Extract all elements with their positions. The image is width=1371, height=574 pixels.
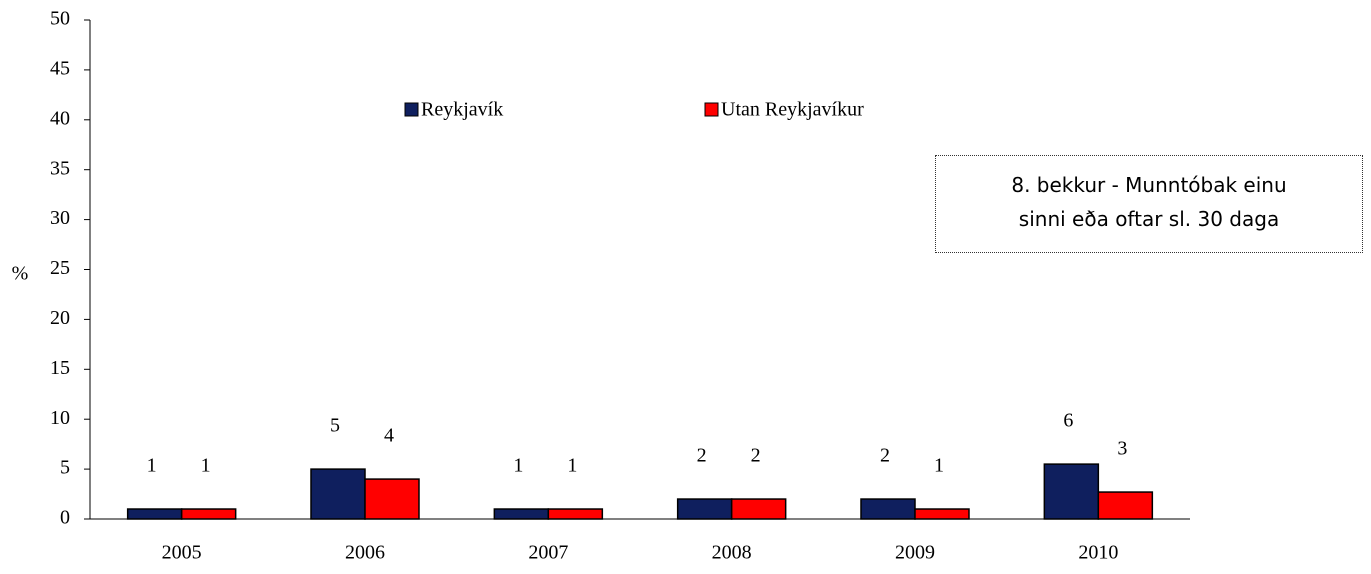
x-tick-label: 2008 xyxy=(712,542,752,564)
data-label: 1 xyxy=(513,455,523,477)
bar xyxy=(180,508,237,520)
bar xyxy=(1043,463,1100,520)
data-label: 2 xyxy=(880,445,890,467)
legend-label: Reykjavík xyxy=(421,99,503,121)
y-tick-label: 15 xyxy=(50,357,70,379)
legend-swatch xyxy=(404,102,419,117)
data-label: 4 xyxy=(384,425,394,447)
x-tick-label: 2006 xyxy=(345,542,385,564)
bar xyxy=(676,498,733,520)
y-tick-label: 45 xyxy=(50,57,70,79)
data-label: 2 xyxy=(697,445,707,467)
data-label: 2 xyxy=(751,445,761,467)
bar xyxy=(364,478,420,520)
chart-title: 8. bekkur - Munntóbak einu sinni eða oft… xyxy=(935,155,1363,253)
bar xyxy=(310,468,366,520)
y-tick-label: 0 xyxy=(60,507,70,529)
bar xyxy=(914,508,970,520)
x-tick-label: 2007 xyxy=(528,542,568,564)
data-label: 1 xyxy=(201,455,211,477)
y-tick-label: 40 xyxy=(50,107,70,129)
y-tick-label: 50 xyxy=(50,8,70,30)
y-tick-label: 25 xyxy=(50,257,70,279)
data-label: 1 xyxy=(147,455,157,477)
y-axis-label: % xyxy=(12,263,29,285)
bar xyxy=(547,508,604,520)
x-tick-label: 2010 xyxy=(1078,542,1118,564)
bar xyxy=(493,508,550,520)
x-tick-label: 2005 xyxy=(162,542,202,564)
bar xyxy=(1097,491,1154,520)
y-tick-label: 5 xyxy=(60,457,70,479)
data-label: 5 xyxy=(330,415,340,437)
y-tick-label: 10 xyxy=(50,407,70,429)
bar xyxy=(730,498,787,520)
y-tick-label: 20 xyxy=(50,307,70,329)
bar xyxy=(860,498,916,520)
bar xyxy=(126,508,183,520)
data-label: 3 xyxy=(1117,438,1127,460)
data-label: 1 xyxy=(567,455,577,477)
legend-label: Utan Reykjavíkur xyxy=(721,99,864,121)
data-label: 1 xyxy=(934,455,944,477)
x-tick-label: 2009 xyxy=(895,542,935,564)
y-tick-label: 30 xyxy=(50,207,70,229)
y-tick-label: 35 xyxy=(50,157,70,179)
data-label: 6 xyxy=(1063,410,1073,432)
legend-swatch xyxy=(704,102,719,117)
